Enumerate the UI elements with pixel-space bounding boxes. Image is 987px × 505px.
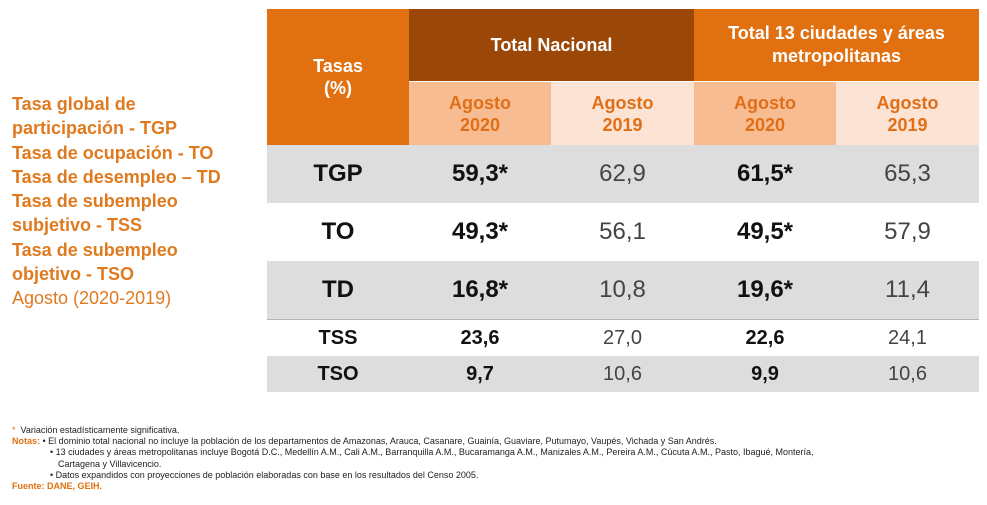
notes-label: Notas: — [12, 436, 41, 447]
cell-13-2020: 49,5* — [694, 203, 836, 261]
cell-13-2019: 10,6 — [836, 356, 979, 392]
header-tasas-title: Tasas — [313, 56, 363, 76]
legend-line: Tasa de subempleo — [12, 191, 178, 212]
side-legend: Tasa global de participación - TGP Tasa … — [12, 92, 262, 311]
subheader-nac-2019: Agosto 2019 — [551, 81, 694, 145]
subheader-year: 2020 — [744, 114, 786, 135]
subheader-month: Agosto — [449, 92, 511, 113]
subheader-nac-2020: Agosto 2020 — [409, 81, 551, 145]
cell-13-2019: 24,1 — [836, 319, 979, 356]
header-tasas-unit: (%) — [324, 78, 352, 98]
table-row-to: TO 49,3* 56,1 49,5* 57,9 — [267, 203, 979, 261]
note-2-cont: Cartagena y Villavicencio. — [58, 458, 162, 469]
cell-nac-2020: 49,3* — [409, 203, 551, 261]
row-label: TSO — [267, 356, 409, 392]
legend-period: Agosto (2020-2019) — [12, 288, 172, 309]
subheader-13-2020: Agosto 2020 — [694, 81, 836, 145]
legend-line: Tasa global de — [12, 94, 136, 114]
note-3: • Datos expandidos con proyecciones de p… — [50, 469, 479, 480]
table-row-tgp: TGP 59,3* 62,9 61,5* 65,3 — [267, 145, 979, 203]
significance-note: * Variación estadísticamente significati… — [12, 425, 982, 436]
row-label: TGP — [267, 145, 409, 203]
cell-13-2019: 11,4 — [836, 261, 979, 319]
subheader-month: Agosto — [734, 92, 796, 113]
row-label: TSS — [267, 319, 409, 356]
cell-13-2020: 9,9 — [694, 356, 836, 392]
header-total-nacional: Total Nacional — [409, 9, 694, 81]
header-tasas: Tasas (%) — [267, 9, 409, 145]
subheader-13-2019: Agosto 2019 — [836, 81, 979, 145]
cell-13-2020: 19,6* — [694, 261, 836, 319]
row-label: TO — [267, 203, 409, 261]
note-2: • 13 ciudades y áreas metropolitanas inc… — [50, 447, 814, 458]
cell-nac-2019: 56,1 — [551, 203, 694, 261]
table-row-tss: TSS 23,6 27,0 22,6 24,1 — [267, 319, 979, 356]
rates-table: Tasas (%) Total Nacional Total 13 ciudad… — [267, 9, 979, 392]
cell-nac-2020: 9,7 — [409, 356, 551, 392]
cell-nac-2020: 23,6 — [409, 319, 551, 356]
subheader-month: Agosto — [876, 92, 939, 113]
significance-text: Variación estadísticamente significativa… — [20, 425, 180, 435]
cell-nac-2020: 16,8* — [409, 261, 551, 319]
table-row-td: TD 16,8* 10,8 19,6* 11,4 — [267, 261, 979, 319]
legend-line: Tasa de desempleo – TD — [12, 166, 221, 187]
legend-line: subjetivo - TSS — [12, 215, 143, 236]
header-13-line1: Total 13 ciudades y áreas — [728, 23, 945, 43]
legend-line: participación - TGP — [12, 118, 178, 139]
legend-line: Tasa de ocupación - TO — [12, 142, 214, 163]
cell-13-2019: 57,9 — [836, 203, 979, 261]
cell-nac-2019: 62,9 — [551, 145, 694, 203]
legend-line: objetivo - TSO — [12, 264, 135, 285]
cell-13-2019: 65,3 — [836, 145, 979, 203]
subheader-month: Agosto — [591, 92, 654, 113]
subheader-year: 2019 — [887, 114, 928, 135]
note-1: Notas: • El dominio total nacional no in… — [12, 436, 982, 447]
source-line: Fuente: DANE, GEIH. — [12, 481, 103, 492]
row-label: TD — [267, 261, 409, 319]
cell-13-2020: 22,6 — [694, 319, 836, 356]
note-1-text: • El dominio total nacional no incluye l… — [42, 436, 717, 447]
header-13-ciudades: Total 13 ciudades y áreas metropolitanas — [694, 9, 979, 81]
subheader-year: 2019 — [602, 114, 643, 135]
cell-nac-2019: 10,8 — [551, 261, 694, 319]
footnotes: * Variación estadísticamente significati… — [12, 425, 982, 492]
significance-star: * — [12, 425, 16, 435]
cell-nac-2019: 27,0 — [551, 319, 694, 356]
cell-nac-2019: 10,6 — [551, 356, 694, 392]
cell-nac-2020: 59,3* — [409, 145, 551, 203]
table-row-tso: TSO 9,7 10,6 9,9 10,6 — [267, 356, 979, 392]
legend-line: Tasa de subempleo — [12, 239, 178, 260]
cell-13-2020: 61,5* — [694, 145, 836, 203]
subheader-year: 2020 — [459, 114, 501, 135]
header-13-line2: metropolitanas — [771, 46, 902, 66]
